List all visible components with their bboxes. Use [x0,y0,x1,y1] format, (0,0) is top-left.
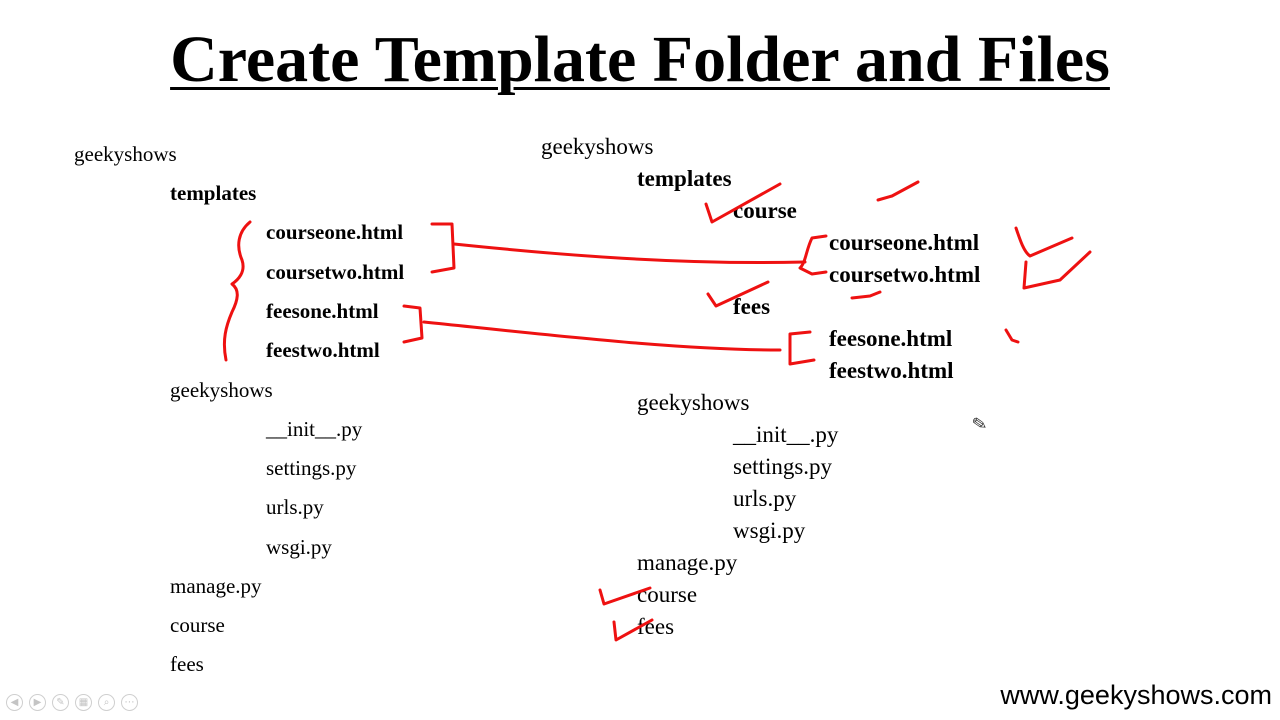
slideshow-toolbar: ◀ ▶ ✎ ▦ ⌕ ⋯ [6,694,138,711]
next-icon[interactable]: ▶ [29,694,46,711]
left-brace-annotation [222,220,252,362]
right-project-folder: geekyshows [637,390,750,415]
right-file-courseone: courseone.html [829,230,980,255]
right-file-mark-3 [1004,328,1020,344]
right-file-coursetwo: coursetwo.html [829,262,981,287]
left-app-fees: fees [170,652,204,676]
left-file-urls: urls.py [266,495,324,519]
left-templates-folder: templates [170,181,257,205]
right-app-course: course [637,582,698,607]
left-file-manage: manage.py [170,574,262,598]
footer-url: www.geekyshows.com [1000,680,1272,710]
fees-connector-line [422,320,782,352]
right-fees-bracket [788,330,816,366]
prev-icon[interactable]: ◀ [6,694,23,711]
right-file-manage: manage.py [637,550,738,575]
left-file-init: __init__.py [266,417,363,441]
right-course-folder: course [733,198,797,223]
right-templates-folder: templates [637,166,732,191]
right-file-feesone: feesone.html [829,326,953,351]
left-file-settings: settings.py [266,456,357,480]
right-root-folder: geekyshows [541,134,654,159]
slides-icon[interactable]: ▦ [75,694,92,711]
left-file-feesone: feesone.html [266,299,379,323]
left-file-feestwo: feestwo.html [266,338,380,362]
check-fees-2-annotation [850,290,882,300]
left-file-wsgi: wsgi.py [266,535,332,559]
left-file-coursetwo: coursetwo.html [266,260,405,284]
right-file-bracket-2 [1022,250,1092,290]
left-app-course: course [170,613,225,637]
left-project-folder: geekyshows [170,378,273,402]
right-app-fees: fees [637,614,675,639]
right-file-bracket-1 [1014,226,1074,258]
course-connector-line [452,242,807,265]
right-file-init: __init__.py [733,422,839,447]
more-icon[interactable]: ⋯ [121,694,138,711]
right-file-urls: urls.py [733,486,797,511]
right-file-feestwo: feestwo.html [829,358,954,383]
pen-icon[interactable]: ✎ [52,694,69,711]
zoom-icon[interactable]: ⌕ [98,694,115,711]
right-file-wsgi: wsgi.py [733,518,806,543]
slide-title: Create Template Folder and Files [0,18,1280,102]
right-fees-folder: fees [733,294,771,319]
left-root-folder: geekyshows [74,142,177,166]
pen-cursor-icon: ✎ [970,412,989,437]
check-templates-2-annotation [876,180,920,202]
left-file-courseone: courseone.html [266,220,404,244]
left-course-bracket [430,222,456,274]
right-course-bracket [798,234,828,276]
left-fees-bracket [402,304,424,344]
slide-title-text: Create Template Folder and Files [170,23,1110,96]
right-file-settings: settings.py [733,454,833,479]
